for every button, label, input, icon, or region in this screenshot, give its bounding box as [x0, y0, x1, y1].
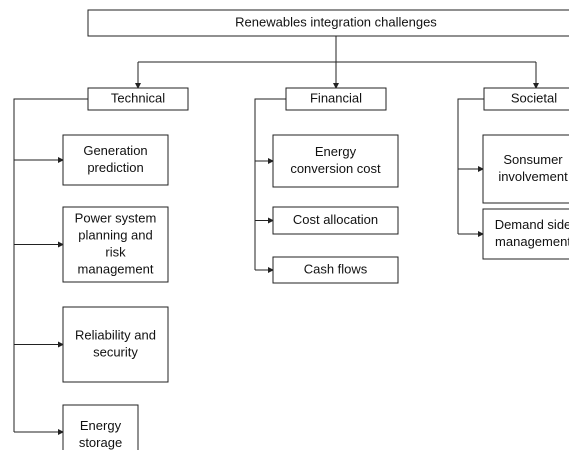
item-label: risk [105, 244, 126, 259]
item-label: security [93, 344, 138, 359]
item-box [62, 134, 169, 186]
item-box [482, 134, 569, 204]
item-label: management [78, 261, 154, 276]
item-label: involvement [498, 169, 568, 184]
item-label: Energy [315, 144, 357, 159]
item-box [272, 256, 399, 284]
item-box [272, 206, 399, 235]
item-label: planning and [78, 227, 152, 242]
item-label: Power system [75, 210, 157, 225]
item-label: Cost allocation [293, 212, 378, 227]
item-label: conversion cost [290, 161, 381, 176]
item-label: prediction [87, 160, 143, 175]
connector [457, 98, 484, 234]
item-label: Reliability and [75, 327, 156, 342]
item-label: Generation [83, 143, 147, 158]
category-label: Societal [511, 90, 557, 105]
item-box [272, 134, 399, 188]
root-box [87, 9, 569, 37]
root-label: Renewables integration challenges [235, 14, 437, 29]
category-label: Technical [111, 90, 165, 105]
category-label: Financial [310, 90, 362, 105]
item-box [482, 208, 569, 260]
item-box [62, 206, 169, 283]
item-label: management [495, 234, 569, 249]
connector [13, 98, 88, 432]
item-label: Sonsumer [503, 152, 563, 167]
item-label: Demand side [495, 217, 569, 232]
item-label: storage [79, 435, 122, 450]
connector [254, 98, 286, 270]
item-label: Cash flows [304, 261, 368, 276]
item-label: Energy [80, 418, 122, 433]
item-box [62, 404, 139, 450]
item-box [62, 306, 169, 383]
